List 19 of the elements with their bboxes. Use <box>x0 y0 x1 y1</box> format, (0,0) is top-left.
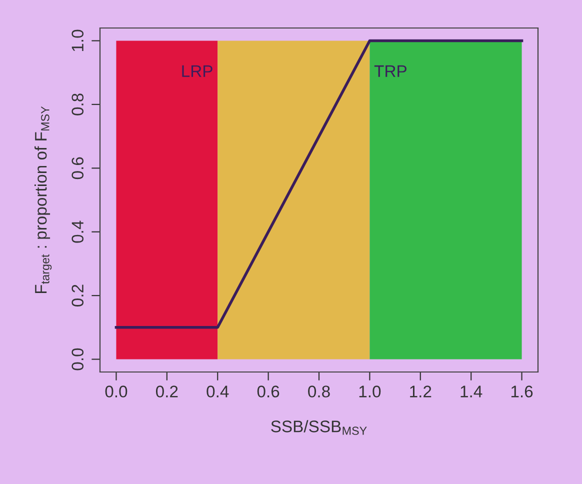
y-tick-label: 0.4 <box>72 220 84 243</box>
x-tick-label: 0.6 <box>257 386 280 398</box>
y-tick-label: 0.0 <box>72 348 84 370</box>
y-tick-label: 0.2 <box>72 284 84 306</box>
x-tick-label: 1.2 <box>410 386 432 398</box>
x-axis-title: SSB/SSB$_{MSY}$ <box>271 420 367 435</box>
band-label: TRP <box>374 65 406 77</box>
x-tick-label: 0.0 <box>105 386 128 398</box>
y-axis-title: F$_{target}$ : proportion of F$_{MSY}$ <box>34 106 52 294</box>
x-tick-label: 0.4 <box>206 386 229 398</box>
band-label: LRP <box>182 65 212 77</box>
x-tick-label: 0.2 <box>156 386 178 398</box>
x-tick-label: 0.8 <box>308 386 330 398</box>
y-tick-label: 0.6 <box>72 157 84 180</box>
y-tick-label: 1.0 <box>72 30 84 52</box>
x-tick-label: 1.4 <box>460 386 482 398</box>
y-tick-label: 0.8 <box>72 94 84 116</box>
x-tick-label: 1.0 <box>359 386 381 398</box>
x-tick-label: 1.6 <box>511 386 533 398</box>
